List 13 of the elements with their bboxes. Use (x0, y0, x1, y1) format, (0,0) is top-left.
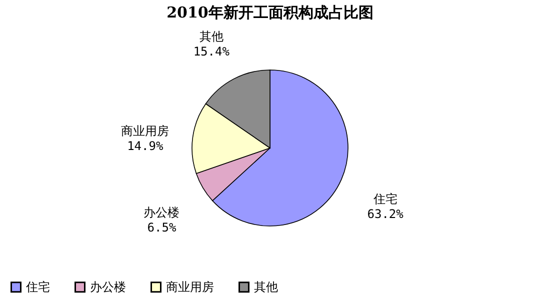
slice-label: 商业用房 (121, 124, 170, 138)
data-label: 14.9% (127, 139, 164, 154)
legend-label: 商业用房 (166, 280, 214, 294)
data-label: 15.4% (193, 44, 230, 58)
slice-label: 办公楼 (144, 205, 180, 220)
legend-label: 其他 (254, 280, 278, 294)
data-label: 63.2% (367, 206, 404, 221)
legend-label: 住宅 (25, 280, 50, 294)
data-label: 6.5% (147, 220, 177, 234)
slice-label: 其他 (199, 29, 224, 44)
legend-label: 办公楼 (90, 280, 126, 294)
chart-title: 2010年新开工面积构成占比图 (166, 3, 374, 22)
slice-label: 住宅 (372, 192, 398, 206)
